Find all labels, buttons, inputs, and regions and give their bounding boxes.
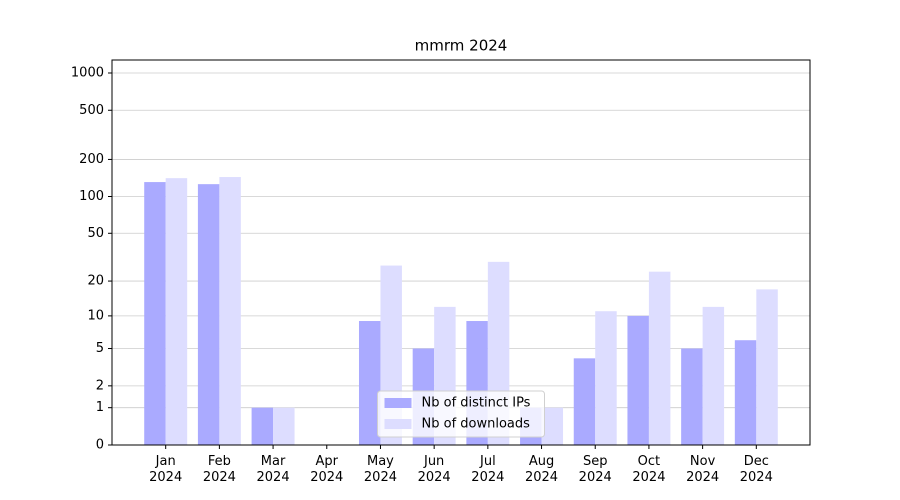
legend-swatch [384, 419, 412, 429]
y-tick-label: 0 [96, 438, 104, 453]
bar [595, 311, 617, 445]
plot-frame [111, 59, 811, 446]
x-tick-label: Apr 2024 [310, 454, 344, 485]
x-tick-label: Jan 2024 [149, 454, 183, 485]
x-tick-label: Aug 2024 [524, 454, 559, 485]
y-tick-label: 50 [87, 226, 104, 241]
y-tick-label: 20 [87, 274, 104, 289]
x-tick-label: Nov 2024 [686, 454, 720, 485]
bar [734, 340, 757, 445]
y-tick-label: 200 [79, 152, 104, 167]
y-tick-label: 500 [79, 103, 104, 118]
legend-swatch [384, 398, 412, 408]
bar [251, 407, 274, 445]
chart-title: mmrm 2024 [415, 37, 508, 55]
bar [219, 177, 241, 445]
y-tick-label: 100 [79, 189, 104, 204]
x-tick-label: Oct 2024 [632, 454, 666, 485]
y-tick-label: 1 [96, 400, 104, 415]
bar [702, 306, 725, 445]
y-tick-label: 1000 [71, 65, 104, 80]
bar [197, 184, 220, 445]
legend-box [377, 390, 545, 438]
legend-label: Nb of downloads [422, 417, 531, 432]
bar [756, 289, 778, 445]
legend: Nb of distinct IPs Nb of downloads [377, 390, 545, 438]
y-tick-label: 10 [87, 308, 104, 323]
bar [273, 407, 295, 445]
x-tick-label: Jul 2024 [471, 454, 505, 485]
x-tick-label: Mar 2024 [256, 454, 290, 485]
bar [541, 407, 564, 445]
x-tick-label: May 2024 [363, 454, 397, 485]
bar [165, 178, 188, 446]
x-tick-label: Jun 2024 [417, 454, 451, 485]
y-tick-label: 5 [96, 341, 104, 356]
bar [144, 182, 166, 445]
bar [648, 271, 671, 445]
x-tick-label: Dec 2024 [739, 454, 773, 485]
y-tick-label: 2 [96, 378, 104, 393]
bar [573, 358, 596, 445]
bar [681, 348, 703, 445]
bar [627, 315, 649, 445]
x-tick-label: Sep 2024 [578, 454, 612, 485]
x-tick-label: Feb 2024 [202, 454, 236, 485]
legend-label: Nb of distinct IPs [422, 396, 531, 411]
bar [358, 321, 381, 445]
